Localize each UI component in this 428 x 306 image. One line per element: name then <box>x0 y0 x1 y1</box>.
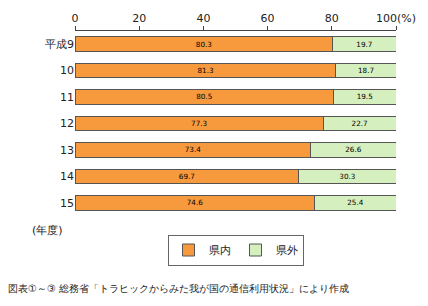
svg-text:10: 10 <box>60 64 74 77</box>
svg-text:40: 40 <box>196 12 210 25</box>
svg-text:22.7: 22.7 <box>352 119 368 128</box>
svg-text:60: 60 <box>261 12 275 25</box>
svg-text:73.4: 73.4 <box>185 145 201 154</box>
svg-text:図表①～③ 総務省「トラヒックからみた我が国の通信利用状況」: 図表①～③ 総務省「トラヒックからみた我が国の通信利用状況」により作成 <box>8 283 349 294</box>
svg-text:0: 0 <box>72 12 79 25</box>
svg-text:25.4: 25.4 <box>347 198 363 207</box>
svg-text:19.7: 19.7 <box>356 40 372 49</box>
svg-text:(年度): (年度) <box>32 224 63 237</box>
svg-text:15: 15 <box>60 197 74 210</box>
svg-text:平成9: 平成9 <box>45 38 74 51</box>
svg-text:18.7: 18.7 <box>358 66 374 75</box>
svg-text:12: 12 <box>60 117 74 130</box>
svg-text:県内: 県内 <box>209 244 231 257</box>
svg-text:77.3: 77.3 <box>191 119 207 128</box>
svg-text:19.5: 19.5 <box>357 92 373 101</box>
svg-text:80.5: 80.5 <box>196 92 212 101</box>
svg-text:100(%): 100(%) <box>376 12 416 25</box>
svg-text:20: 20 <box>132 12 146 25</box>
svg-text:74.6: 74.6 <box>187 198 203 207</box>
svg-text:11: 11 <box>60 91 74 104</box>
svg-text:県外: 県外 <box>276 244 298 257</box>
svg-text:80.3: 80.3 <box>196 40 212 49</box>
svg-text:13: 13 <box>60 144 74 157</box>
svg-text:81.3: 81.3 <box>197 66 213 75</box>
svg-text:69.7: 69.7 <box>179 172 195 181</box>
svg-text:26.6: 26.6 <box>345 145 361 154</box>
svg-text:30.3: 30.3 <box>339 172 355 181</box>
svg-text:14: 14 <box>60 170 74 183</box>
svg-text:80: 80 <box>325 12 339 25</box>
